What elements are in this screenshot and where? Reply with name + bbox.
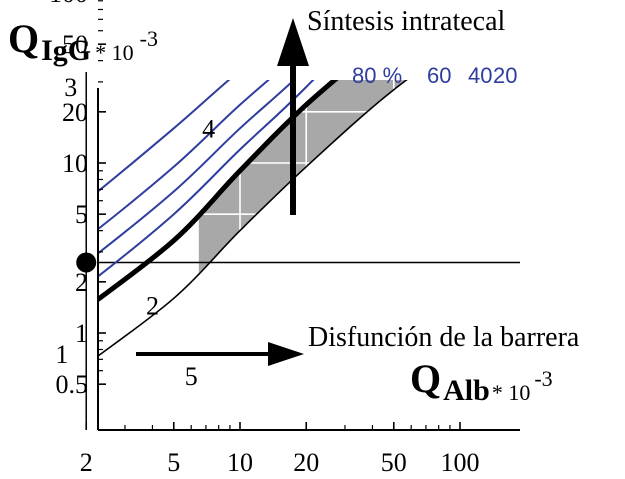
y-axis-title-multiplier: * 10 bbox=[95, 40, 134, 65]
curve-80 bbox=[98, 80, 231, 193]
marker-layer bbox=[76, 252, 97, 273]
y-tick-label: 100 bbox=[49, 0, 88, 8]
y-axis-title-main: Q bbox=[8, 16, 39, 61]
zone-labels-layer: 1 2 3 4 5 bbox=[55, 73, 215, 391]
x-axis-title: QAlb* 10-3 bbox=[410, 356, 553, 407]
x-tick-label: 20 bbox=[293, 448, 319, 477]
patient-point-marker bbox=[76, 252, 97, 273]
y-tick-label: 20 bbox=[62, 98, 88, 127]
curve-40 bbox=[98, 80, 296, 255]
shaded-grid bbox=[198, 80, 493, 273]
x-axis-title-subscript: Alb bbox=[443, 374, 490, 407]
y-tick-label: 1 bbox=[75, 319, 88, 348]
y-tick-label: 2 bbox=[75, 268, 88, 297]
x-tick-label: 2 bbox=[80, 448, 93, 477]
curve-upper-limit bbox=[98, 80, 339, 303]
y-tick-label: 50 bbox=[62, 30, 88, 59]
y-axis-title: QIgG * 10-3 bbox=[8, 16, 158, 67]
curve-lower-limit bbox=[98, 80, 408, 357]
zone-label-5: 5 bbox=[185, 362, 198, 391]
reference-lines-layer bbox=[85, 72, 520, 430]
y-tick-label: 10 bbox=[62, 149, 88, 178]
x-tick-label: 5 bbox=[167, 448, 180, 477]
x-ticks-layer: 2 5 10 20 50 100 bbox=[80, 422, 480, 477]
y-tick-label: 5 bbox=[75, 200, 88, 229]
curves-layer bbox=[98, 80, 408, 357]
barrier-label: Disfunción de la barrera bbox=[308, 322, 580, 353]
zone-label-1: 1 bbox=[55, 340, 68, 369]
x-tick-label: 50 bbox=[381, 448, 407, 477]
intrathecal-arrow-head bbox=[277, 18, 309, 66]
shaded-region-layer bbox=[198, 80, 408, 273]
x-tick-label: 100 bbox=[441, 448, 480, 477]
zone-label-4: 4 bbox=[202, 114, 215, 143]
curve-20 bbox=[98, 80, 315, 278]
y-axis-title-subscript: IgG bbox=[41, 34, 91, 67]
x-axis-title-multiplier: * 10 bbox=[492, 380, 531, 405]
zone-label-3: 3 bbox=[64, 73, 77, 102]
curve-label-80: 80 % bbox=[352, 63, 402, 88]
curve-label-40: 40 bbox=[468, 63, 492, 88]
shaded-region bbox=[198, 80, 408, 273]
curve-label-20: 20 bbox=[493, 63, 517, 88]
y-ticks-layer: 0.5125102050100150 bbox=[49, 0, 106, 399]
y-tick-label: 0.5 bbox=[56, 370, 89, 399]
zone-label-2: 2 bbox=[146, 292, 159, 321]
y-axis-title-exponent: -3 bbox=[140, 26, 158, 51]
shaded-grid-layer bbox=[198, 80, 493, 273]
x-tick-label: 10 bbox=[227, 448, 253, 477]
curve-labels: 80 % 60 40 20 bbox=[352, 63, 517, 88]
x-axis-title-exponent: -3 bbox=[534, 366, 552, 391]
curve-60 bbox=[98, 80, 270, 231]
x-axis-title-main: Q bbox=[410, 356, 441, 401]
intrathecal-label: Síntesis intratecal bbox=[307, 6, 506, 37]
curve-label-60: 60 bbox=[427, 63, 451, 88]
barrier-arrow-head bbox=[268, 342, 304, 366]
